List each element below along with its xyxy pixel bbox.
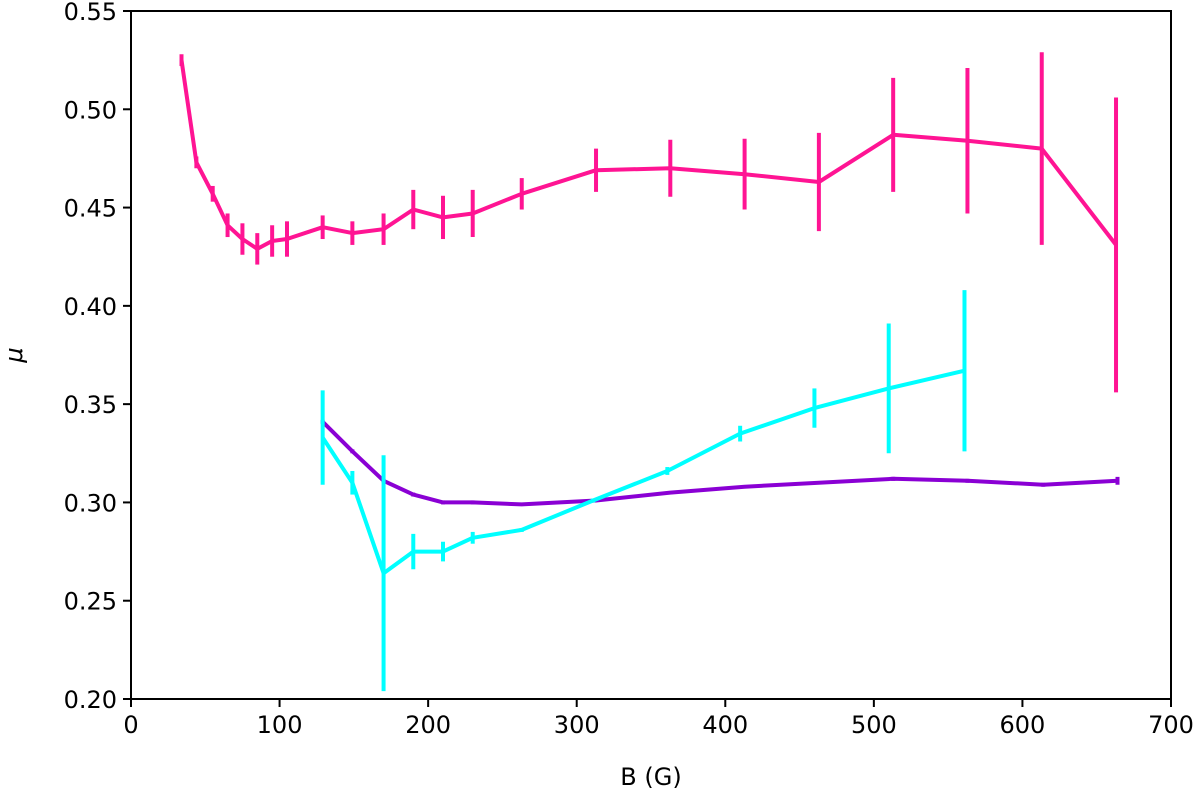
series-magenta	[179, 52, 1119, 393]
series-line	[321, 420, 1118, 507]
series-purple	[320, 419, 1120, 507]
series-cyan	[320, 290, 967, 692]
x-axis-label: B (G)	[620, 763, 681, 791]
y-tick-label: 0.25	[64, 588, 117, 616]
series-layer	[179, 52, 1120, 692]
y-tick-label: 0.20	[64, 686, 117, 714]
x-tick-label: 200	[405, 711, 451, 739]
x-tick-label: 100	[257, 711, 303, 739]
y-tick-label: 0.30	[64, 489, 117, 517]
x-tick-label: 600	[1000, 711, 1046, 739]
series-line	[321, 368, 965, 576]
plot-frame	[130, 10, 1172, 700]
x-axis: 0 100 200 300 400 500 600 700	[123, 699, 1194, 739]
y-tick-label: 0.45	[64, 195, 117, 223]
x-tick-label: 700	[1148, 711, 1194, 739]
y-axis-label: μ	[0, 347, 28, 363]
y-tick-label: 0.35	[64, 391, 117, 419]
y-tick-label: 0.50	[64, 96, 117, 124]
y-axis: 0.20 0.25 0.30 0.35 0.40 0.45 0.50 0.55	[64, 0, 131, 714]
y-tick-label: 0.55	[64, 0, 117, 26]
x-tick-label: 400	[702, 711, 748, 739]
y-tick-label: 0.40	[64, 293, 117, 321]
x-tick-label: 0	[123, 711, 138, 739]
x-tick-label: 300	[554, 711, 600, 739]
x-tick-label: 500	[851, 711, 897, 739]
